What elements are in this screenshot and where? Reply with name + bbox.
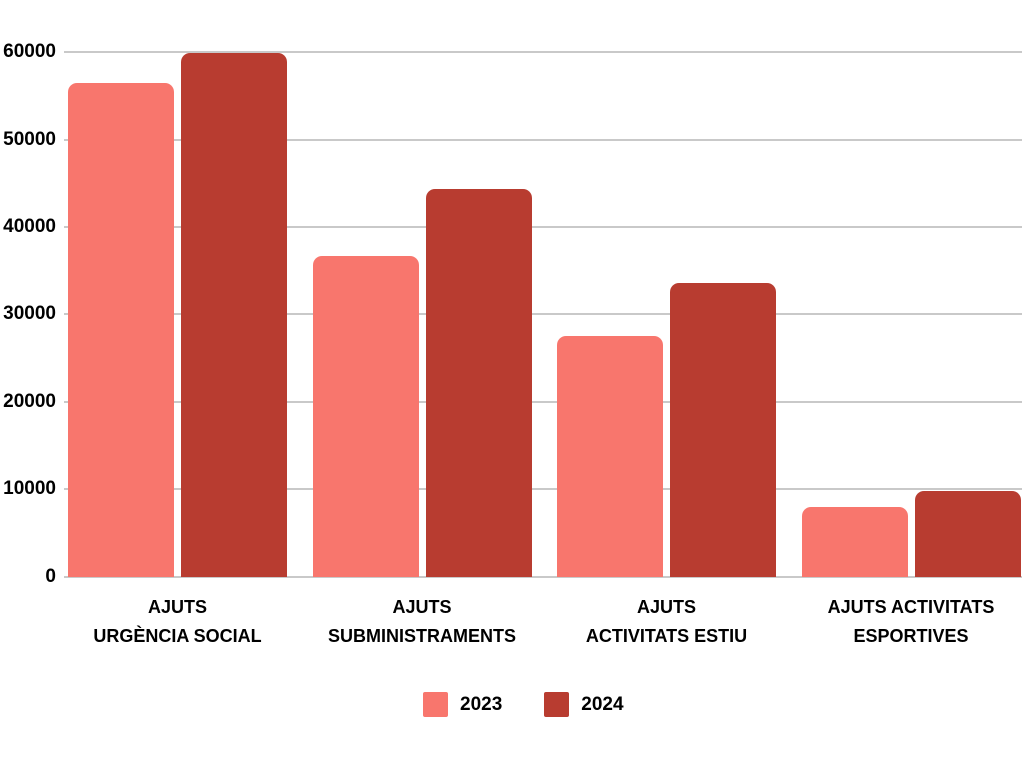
- gridline-50000: [64, 138, 1022, 141]
- gridline-60000: [64, 51, 1022, 54]
- y-tick-label-0: 0: [45, 565, 56, 587]
- legend-swatch-2023: [423, 692, 448, 717]
- x-category-label-0: AJUTS URGÈNCIA SOCIAL: [93, 597, 262, 646]
- y-tick-label-60000: 60000: [3, 41, 56, 63]
- legend-swatch-2024: [544, 692, 570, 717]
- bar-2023-category-3: [801, 506, 908, 578]
- x-category-label-2: AJUTS ACTIVITATS ESTIU: [585, 597, 748, 646]
- y-tick-label-50000: 50000: [3, 128, 56, 150]
- bar-2024-category-1: [425, 189, 532, 578]
- x-category-label-1: AJUTS SUBMINISTRAMENTS: [328, 597, 516, 646]
- gridline-30000: [64, 313, 1022, 316]
- chart-legend: 2023 2024: [423, 692, 624, 717]
- bar-2024-category-0: [181, 53, 287, 578]
- y-tick-label-30000: 30000: [3, 303, 56, 325]
- legend-label-2024: 2024: [581, 694, 624, 715]
- bar-2023-category-0: [68, 82, 174, 578]
- gridline-20000: [64, 400, 1022, 403]
- gridline-10000: [64, 488, 1022, 491]
- gridline-0: [64, 575, 1022, 578]
- legend-label-2023: 2023: [460, 694, 503, 715]
- x-category-label-3: AJUTS ACTIVITATS ESPORTIVES: [827, 597, 995, 646]
- y-tick-label-10000: 10000: [3, 478, 56, 500]
- gridline-40000: [64, 226, 1022, 229]
- y-tick-label-20000: 20000: [3, 390, 56, 412]
- bar-2023-category-1: [312, 255, 419, 578]
- bar-2024-category-3: [914, 490, 1021, 578]
- y-tick-label-40000: 40000: [3, 216, 56, 238]
- bar-2024-category-2: [670, 282, 776, 578]
- bar-2023-category-2: [557, 336, 663, 578]
